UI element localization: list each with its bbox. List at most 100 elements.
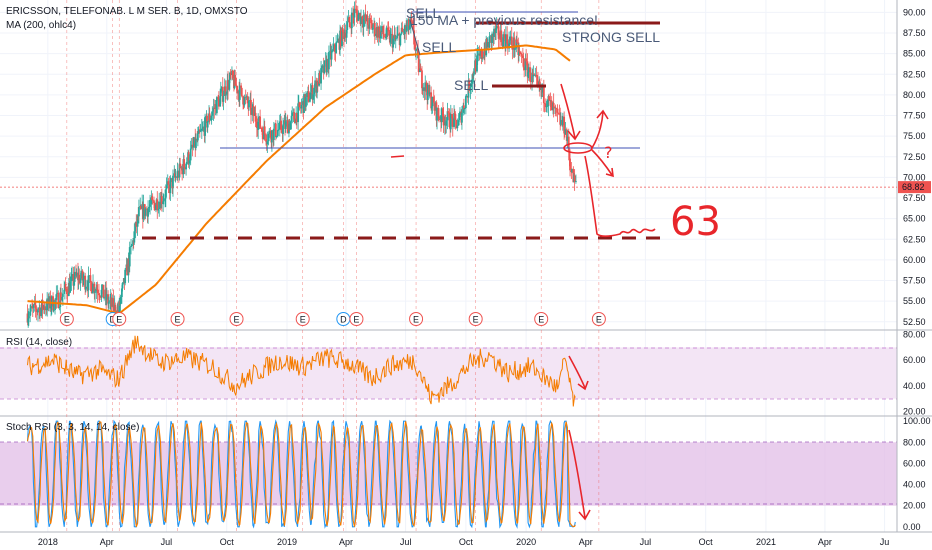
candle-body	[502, 34, 505, 47]
candle-body	[368, 17, 371, 29]
candle-body	[96, 288, 98, 290]
price-tick-label: 72.50	[903, 152, 926, 162]
candle-body	[298, 102, 301, 108]
price-axis[interactable]: 52.50 55.00 57.50 60.00 62.50 65.00 67.50 70.00…	[903, 7, 926, 326]
candle-body	[82, 275, 85, 280]
candle-body	[78, 274, 81, 284]
candle-body	[162, 198, 165, 202]
annotation-sell-low[interactable]: SELL	[454, 77, 488, 93]
candle-body	[236, 86, 239, 94]
annotation-sell-mid[interactable]: SELL	[422, 39, 456, 55]
earnings-marker-label: E	[473, 315, 479, 325]
candle-body	[407, 19, 410, 30]
candle-body	[509, 36, 512, 41]
candle-body	[426, 84, 429, 101]
candle-body	[518, 51, 520, 56]
candle-body	[98, 293, 100, 296]
candle-body	[210, 115, 213, 119]
candle-body	[179, 163, 182, 169]
candle-body	[364, 14, 367, 22]
candle-body	[521, 55, 524, 59]
candle-body	[312, 94, 315, 100]
candle-body	[181, 167, 184, 175]
candle-body	[109, 300, 111, 303]
candle-body	[556, 108, 559, 113]
candle-body	[231, 70, 234, 79]
candle-body	[474, 60, 477, 72]
candle-body	[164, 198, 167, 200]
candle-body	[229, 73, 231, 80]
candle-body	[548, 96, 550, 101]
candle-body	[382, 26, 385, 35]
candle-body	[432, 96, 435, 103]
candle-body	[178, 163, 181, 178]
candle-body	[95, 288, 98, 292]
candle-body	[549, 100, 552, 101]
candle-body	[271, 130, 273, 143]
candle-body	[196, 133, 199, 141]
candle-body	[532, 74, 535, 77]
candle-body	[503, 34, 506, 39]
stoch-tick-label: 40.00	[903, 480, 926, 490]
candle-body	[31, 307, 34, 309]
stoch-axis[interactable]: 0.00 20.00 40.00 60.00 80.00 100.00	[903, 416, 931, 532]
candle-body	[82, 279, 85, 281]
candle-body	[48, 296, 51, 305]
annotation-sell-top[interactable]: SELL	[406, 5, 440, 21]
candle-body	[508, 39, 511, 49]
candle-body	[573, 175, 576, 182]
rsi-tick-label: 20.00	[903, 406, 926, 416]
candle-body	[193, 137, 195, 147]
annotation-strong-sell[interactable]: STRONG SELL	[562, 29, 660, 45]
candle-body	[151, 197, 153, 200]
time-tick-label: 2019	[277, 537, 297, 547]
annotation-target-63[interactable]: 63	[670, 199, 721, 245]
candle-body	[174, 176, 177, 178]
candle-body	[151, 199, 154, 201]
candle-body	[385, 27, 388, 38]
candle-body	[309, 98, 311, 102]
event-markers[interactable]: EDEEEEDEEEEE	[59, 312, 606, 326]
candle-body	[257, 121, 260, 130]
candle-body	[506, 34, 509, 44]
candle-body	[537, 80, 539, 85]
ma-legend: MA (200, ohlc4)	[6, 20, 76, 31]
candle-body	[132, 240, 134, 245]
candle-body	[43, 306, 46, 311]
candle-body	[54, 299, 56, 310]
candle-body	[120, 288, 123, 298]
candle-body	[495, 25, 498, 29]
candle-body	[404, 25, 406, 35]
candle-body	[135, 221, 138, 227]
candle-body	[417, 48, 419, 54]
candle-body	[61, 296, 64, 301]
candle-body	[421, 70, 423, 89]
candle-body	[265, 134, 267, 142]
rsi-axis[interactable]: 20.00 40.00 60.00 80.00	[903, 330, 926, 417]
candle-body	[217, 97, 220, 99]
time-axis[interactable]: 2018 Apr Jul Oct 2019 Apr Jul Oct 2020 Apr Jul Oct 2…	[38, 537, 889, 547]
candle-body	[174, 173, 176, 178]
candle-body	[446, 111, 449, 121]
candle-body	[222, 95, 225, 102]
candle-body	[486, 42, 489, 47]
candle-body	[219, 90, 222, 97]
candle-body	[155, 205, 157, 211]
candle-body	[81, 270, 84, 281]
annotation-question[interactable]: ?	[604, 143, 613, 162]
candle-body	[202, 126, 205, 128]
candle-body	[63, 289, 66, 294]
candle-body	[295, 112, 298, 123]
candle-body	[394, 38, 397, 40]
candle-body	[54, 299, 57, 301]
annotation-ma-note[interactable]: 150 MA + previous resistance!	[410, 12, 598, 28]
candle-body	[284, 121, 287, 129]
candle-body	[430, 92, 433, 109]
candle-body	[500, 30, 503, 43]
candle-body	[497, 25, 499, 27]
candle-body	[414, 44, 417, 52]
earnings-marker-label: E	[413, 315, 419, 325]
candle-body	[396, 35, 398, 39]
candle-body	[136, 215, 139, 227]
candle-body	[126, 264, 129, 276]
